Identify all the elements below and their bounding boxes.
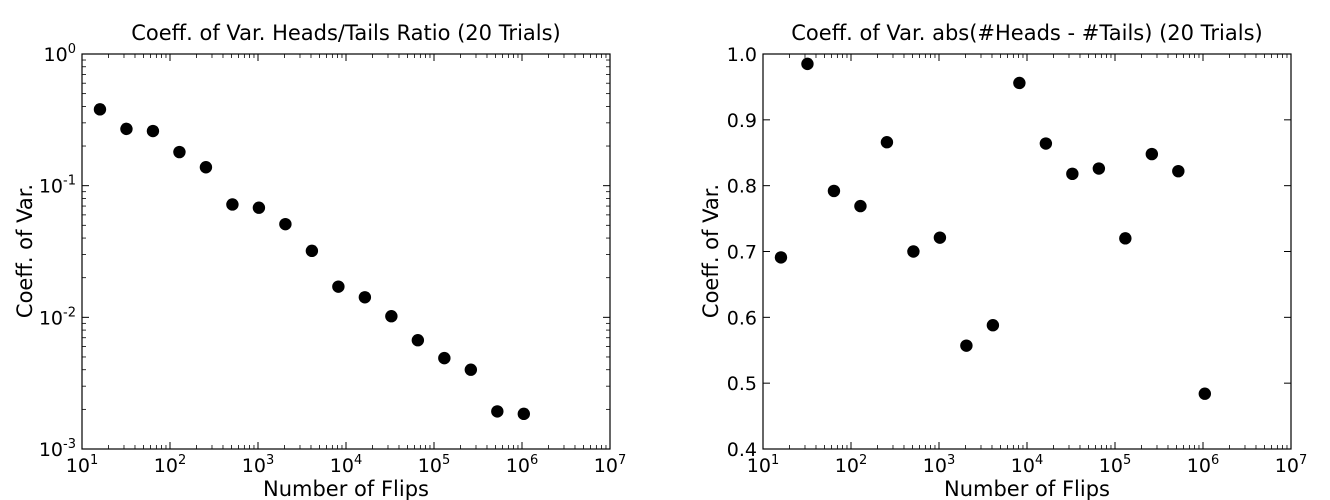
x-tick-label: 105: [1099, 453, 1131, 477]
data-point: [305, 244, 319, 258]
data-point: [933, 231, 947, 244]
data-point: [1119, 232, 1132, 245]
data-point: [907, 245, 920, 258]
axis-ticks: [762, 53, 1292, 450]
data-point: [491, 405, 504, 418]
x-tick-label: 107: [1275, 453, 1307, 477]
chart-heads-tails-ratio: Coeff. of Var. Heads/Tails Ratio (20 Tri…: [13, 21, 626, 500]
x-tick-label: 102: [835, 453, 867, 477]
x-tick-labels: 101 102 103 104 105 106 107: [66, 453, 626, 477]
data-points: [774, 57, 1212, 400]
y-tick-label: 10-2: [39, 305, 76, 329]
y-tick-labels: 10-3 10-2 10-1 100: [39, 42, 76, 461]
data-point: [411, 334, 425, 347]
x-axis-label: Number of Flips: [263, 477, 429, 500]
data-point: [252, 201, 266, 214]
y-tick-label: 10-3: [39, 437, 76, 461]
data-point: [146, 124, 160, 138]
data-point: [1198, 387, 1212, 400]
x-tick-label: 101: [747, 453, 779, 477]
y-tick-label: 0.5: [727, 373, 757, 395]
data-point: [827, 184, 841, 198]
data-point: [960, 339, 973, 352]
axis-ticks: [81, 53, 611, 450]
y-axis-label: Coeff. of Var.: [13, 184, 37, 318]
data-point: [173, 145, 186, 159]
plot-area: [81, 53, 611, 450]
data-point: [464, 363, 478, 376]
data-point: [801, 57, 814, 71]
data-point: [854, 199, 867, 213]
y-tick-label: 0.9: [727, 110, 757, 132]
data-point: [1013, 76, 1026, 90]
data-point: [1066, 167, 1079, 181]
y-tick-label: 100: [44, 42, 76, 66]
x-tick-label: 106: [1187, 453, 1219, 477]
y-axis-label: Coeff. of Var.: [699, 184, 723, 318]
data-point: [986, 319, 1000, 332]
data-point: [199, 161, 213, 174]
data-point: [358, 291, 372, 304]
data-point: [1039, 137, 1053, 150]
x-tick-label: 102: [154, 453, 186, 477]
chart-title: Coeff. of Var. abs(#Heads - #Tails) (20 …: [791, 21, 1262, 45]
data-points: [93, 103, 531, 421]
data-point: [226, 198, 239, 211]
x-tick-labels: 101 102 103 104 105 106 107: [747, 453, 1307, 477]
data-point: [1145, 147, 1159, 161]
data-point: [93, 103, 107, 116]
y-tick-label: 0.6: [727, 307, 757, 329]
chart-title: Coeff. of Var. Heads/Tails Ratio (20 Tri…: [131, 21, 561, 45]
data-point: [774, 251, 788, 264]
y-tick-label: 10-1: [39, 174, 76, 198]
y-tick-labels: 0.4 0.5 0.6 0.7 0.8 0.9 1.0: [727, 44, 757, 461]
x-tick-label: 107: [594, 453, 626, 477]
y-tick-label: 0.7: [727, 242, 757, 264]
x-tick-label: 104: [330, 453, 362, 477]
x-axis-label: Number of Flips: [944, 477, 1110, 500]
chart-abs-heads-minus-tails: Coeff. of Var. abs(#Heads - #Tails) (20 …: [699, 21, 1307, 500]
y-tick-label: 1.0: [727, 44, 757, 66]
data-point: [1092, 162, 1106, 175]
data-point: [279, 217, 292, 231]
data-point: [438, 351, 451, 365]
y-tick-label: 0.8: [727, 176, 757, 198]
x-tick-label: 104: [1011, 453, 1043, 477]
x-tick-label: 105: [418, 453, 450, 477]
x-tick-label: 103: [242, 453, 274, 477]
x-tick-label: 101: [66, 453, 98, 477]
data-point: [120, 122, 133, 136]
data-point: [385, 310, 398, 323]
data-point: [517, 407, 531, 421]
x-tick-label: 106: [506, 453, 538, 477]
plot-area: [762, 53, 1292, 450]
data-point: [1172, 164, 1185, 178]
y-tick-label: 0.4: [727, 439, 757, 461]
data-point: [332, 280, 345, 293]
x-tick-label: 103: [923, 453, 955, 477]
data-point: [880, 136, 894, 149]
